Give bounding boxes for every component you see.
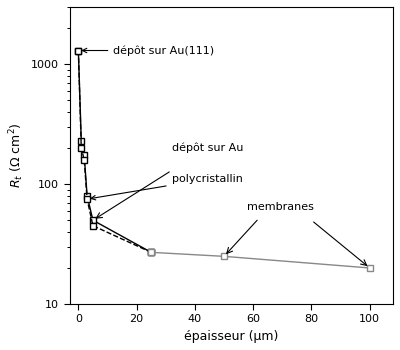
Text: dépôt sur Au(111): dépôt sur Au(111) <box>82 45 214 56</box>
Text: polycristallin: polycristallin <box>91 174 242 200</box>
Text: membranes: membranes <box>247 202 314 211</box>
X-axis label: épaisseur (μm): épaisseur (μm) <box>184 330 278 343</box>
Y-axis label: $R_t$ (Ω cm$^2$): $R_t$ (Ω cm$^2$) <box>7 122 26 188</box>
Text: dépôt sur Au: dépôt sur Au <box>172 143 243 153</box>
